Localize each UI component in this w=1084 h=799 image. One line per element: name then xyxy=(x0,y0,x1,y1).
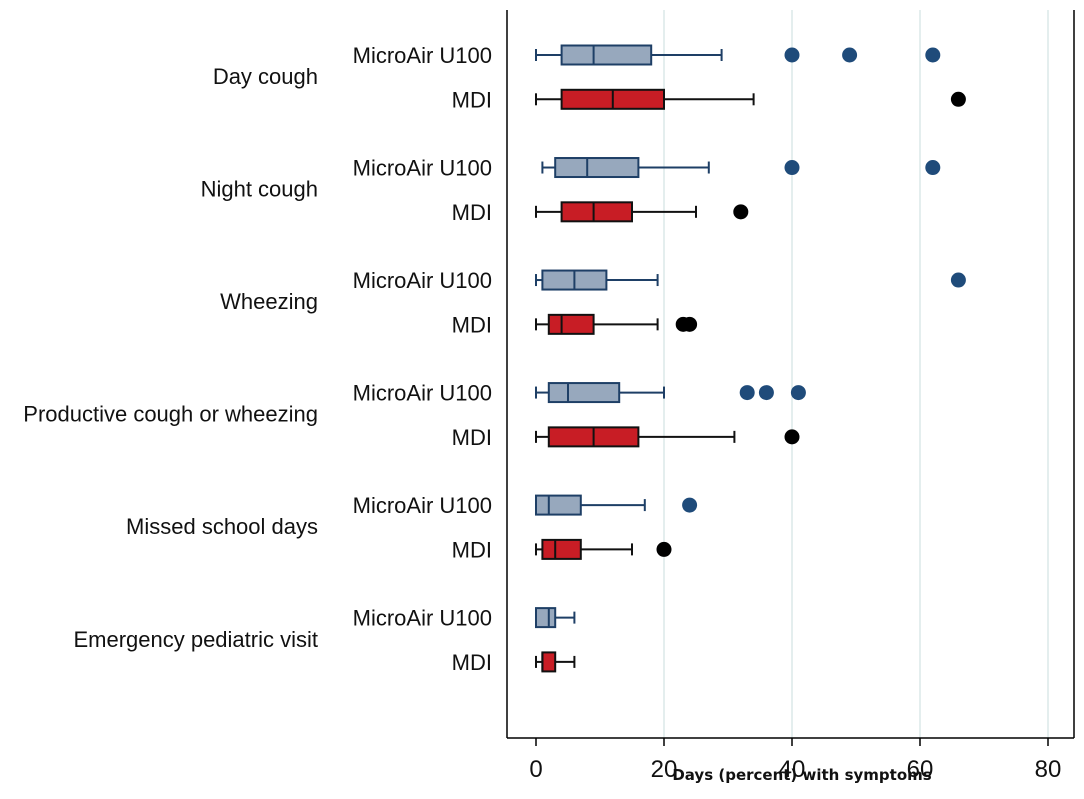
iqr-box xyxy=(547,313,595,335)
box-0-0 xyxy=(535,44,941,66)
category-label-5: Emergency pediatric visit xyxy=(73,627,318,652)
box-4-0 xyxy=(535,494,698,516)
iqr-box xyxy=(541,538,582,560)
group-label-5-0: MicroAir U100 xyxy=(353,606,492,631)
box-0-1 xyxy=(535,88,966,110)
grid-lines xyxy=(663,10,1049,738)
group-label-0-1: MDI xyxy=(452,87,492,112)
outlier-3-0-2 xyxy=(790,385,806,401)
outlier-3-0-0 xyxy=(739,385,755,401)
x-tick-label-0: 0 xyxy=(529,756,542,783)
x-axis-title: Days (percent) with symptoms xyxy=(672,766,931,784)
box-1-1 xyxy=(535,201,749,223)
group-label-1-1: MDI xyxy=(452,200,492,225)
iqr-box xyxy=(560,44,653,66)
outlier-1-0-0 xyxy=(784,160,800,176)
group-label-2-0: MicroAir U100 xyxy=(353,268,492,293)
axes: 0 20 40 60 80 xyxy=(506,10,1075,783)
group-label-4-1: MDI xyxy=(452,537,492,562)
outlier-3-0-1 xyxy=(758,385,774,401)
x-tick-label-80: 80 xyxy=(1035,756,1062,783)
iqr-box xyxy=(535,607,557,629)
outlier-3-1-0 xyxy=(784,429,800,445)
box-2-0 xyxy=(535,269,966,291)
category-label-1: Night cough xyxy=(201,177,318,202)
iqr-box xyxy=(560,201,633,223)
group-label-3-0: MicroAir U100 xyxy=(353,381,492,406)
outlier-1-0-1 xyxy=(925,160,941,176)
group-label-3-1: MDI xyxy=(452,425,492,450)
category-label-3: Productive cough or wheezing xyxy=(23,402,318,427)
group-label-5-1: MDI xyxy=(452,650,492,675)
outlier-1-1-0 xyxy=(733,204,749,220)
box-5-0 xyxy=(535,607,576,629)
box-2-1 xyxy=(535,313,698,335)
box-3-0 xyxy=(535,382,806,404)
x-tick-label-20: 20 xyxy=(651,756,678,783)
category-label-4: Missed school days xyxy=(126,514,318,539)
box-plots xyxy=(535,44,966,673)
iqr-box xyxy=(535,494,582,516)
iqr-box xyxy=(554,157,640,179)
box-1-0 xyxy=(541,157,941,179)
x-tick-label-60: 60 xyxy=(907,756,934,783)
outlier-0-0-1 xyxy=(842,47,858,63)
outlier-0-0-0 xyxy=(784,47,800,63)
group-label-4-0: MicroAir U100 xyxy=(353,493,492,518)
box-4-1 xyxy=(535,538,672,560)
box-3-1 xyxy=(535,426,800,448)
outlier-2-0-0 xyxy=(950,272,966,288)
iqr-box xyxy=(547,382,621,404)
iqr-box xyxy=(541,651,557,673)
outlier-0-0-2 xyxy=(925,47,941,63)
category-label-0: Day cough xyxy=(213,64,318,89)
category-labels: Day cough MicroAir U100 MDI Night cough Micr… xyxy=(23,43,492,675)
outlier-0-1-0 xyxy=(950,91,966,107)
group-label-0-0: MicroAir U100 xyxy=(353,43,492,68)
outlier-4-0-0 xyxy=(682,497,698,513)
outlier-4-1-0 xyxy=(656,541,672,557)
box-5-1 xyxy=(535,651,576,673)
category-label-2: Wheezing xyxy=(220,289,318,314)
group-label-2-1: MDI xyxy=(452,312,492,337)
x-tick-label-40: 40 xyxy=(779,756,806,783)
group-label-1-0: MicroAir U100 xyxy=(353,156,492,181)
outlier-2-1-1 xyxy=(682,316,698,332)
